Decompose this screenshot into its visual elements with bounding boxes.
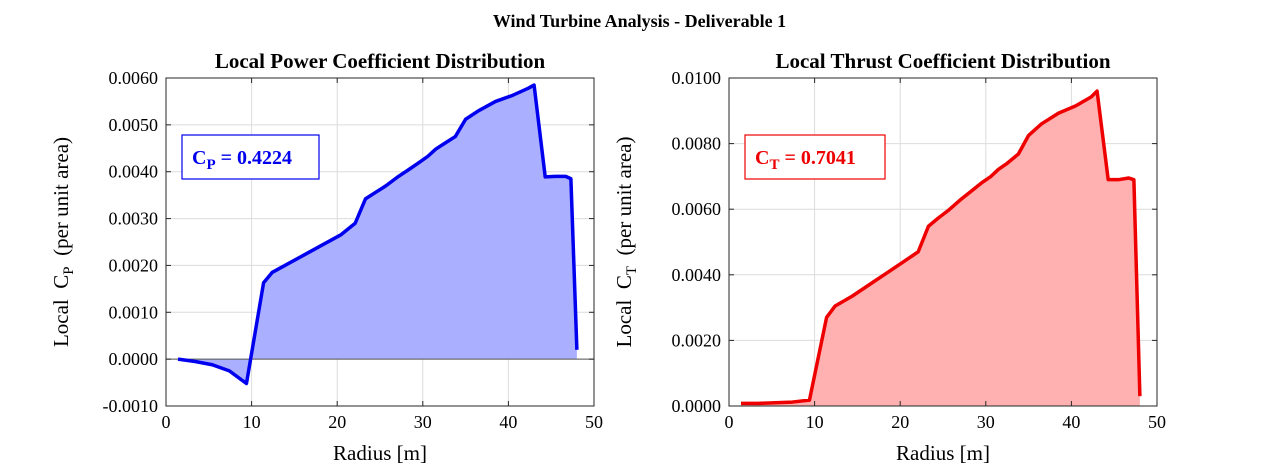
axes-frame (165, 77, 595, 407)
x-tick-label: 40 (499, 412, 517, 432)
area-fill (177, 85, 577, 384)
y-axis-label-subscript: P (61, 266, 77, 274)
axes-frame (728, 77, 1158, 407)
x-tick-label: 0 (725, 412, 734, 432)
annotation-text: CP = 0.4224 (192, 147, 292, 173)
y-tick-label: 0.0080 (672, 134, 722, 154)
x-tick-label: 30 (414, 412, 432, 432)
y-tick-label: 0.0040 (672, 265, 722, 285)
x-tick-label: 10 (243, 412, 261, 432)
chart-title: Local Thrust Coefficient Distribution (775, 49, 1110, 73)
chart-2: 0 10 20 30 40 50 0.0000 0.0020 0.0040 0.0060 0.008… (612, 49, 1166, 465)
annotation-subscript: P (206, 157, 215, 173)
y-axis-label-suffix: (per unit area) (612, 137, 636, 266)
y-tick-label: 0.0060 (109, 68, 159, 88)
x-tick-label: 40 (1062, 412, 1080, 432)
x-axis-label: Radius [m] (333, 441, 427, 465)
y-axis-label-subscript: T (624, 266, 640, 275)
x-tick-label: 0 (162, 412, 171, 432)
y-tick-label: 0.0040 (109, 162, 159, 182)
series-line (177, 83, 579, 386)
y-axis-label-suffix: (per unit area) (49, 137, 73, 266)
y-tick-label: 0.0030 (109, 209, 159, 229)
y-tick-label: -0.0010 (103, 396, 159, 416)
y-axis-label-symbol: C (612, 275, 636, 289)
y-tick-label: 0.0100 (672, 68, 722, 88)
series-line (740, 89, 1142, 406)
area-fill (740, 91, 1140, 407)
annotation-symbol: C (755, 147, 769, 169)
y-axis-label: Local CP (per unit area) (49, 137, 77, 347)
annotation-value: = 0.7041 (779, 147, 855, 169)
y-axis-label-prefix: Local (612, 289, 636, 347)
annotation-subscript: T (769, 157, 779, 173)
chart-1: 0 10 20 30 40 50 -0.0010 0.0000 0.0010 0.0020 0.00… (49, 49, 603, 465)
y-tick-label: 0.0020 (109, 255, 159, 275)
y-tick-label: 0.0000 (109, 349, 159, 369)
y-tick-label: 0.0020 (672, 330, 722, 350)
annotation-value: = 0.4224 (216, 147, 292, 169)
x-tick-label: 30 (977, 412, 995, 432)
annotation-text: CT = 0.7041 (755, 147, 856, 173)
x-tick-label: 10 (806, 412, 824, 432)
annotation-symbol: C (192, 147, 206, 169)
y-tick-label: 0.0050 (109, 115, 159, 135)
y-axis-label-symbol: C (49, 275, 73, 289)
y-axis-label: Local CT (per unit area) (612, 137, 640, 348)
x-axis-label: Radius [m] (896, 441, 990, 465)
annotation-box (181, 134, 320, 180)
annotation-box (744, 134, 886, 180)
y-tick-label: 0.0000 (672, 396, 722, 416)
figure-suptitle: Wind Turbine Analysis - Deliverable 1 (493, 11, 786, 31)
chart-title: Local Power Coefficient Distribution (215, 49, 546, 73)
y-axis-label-prefix: Local (49, 289, 73, 347)
x-tick-label: 50 (585, 412, 603, 432)
x-tick-label: 20 (891, 412, 909, 432)
y-tick-label: 0.0010 (109, 302, 159, 322)
x-tick-label: 50 (1148, 412, 1166, 432)
x-tick-label: 20 (328, 412, 346, 432)
y-tick-label: 0.0060 (672, 199, 722, 219)
